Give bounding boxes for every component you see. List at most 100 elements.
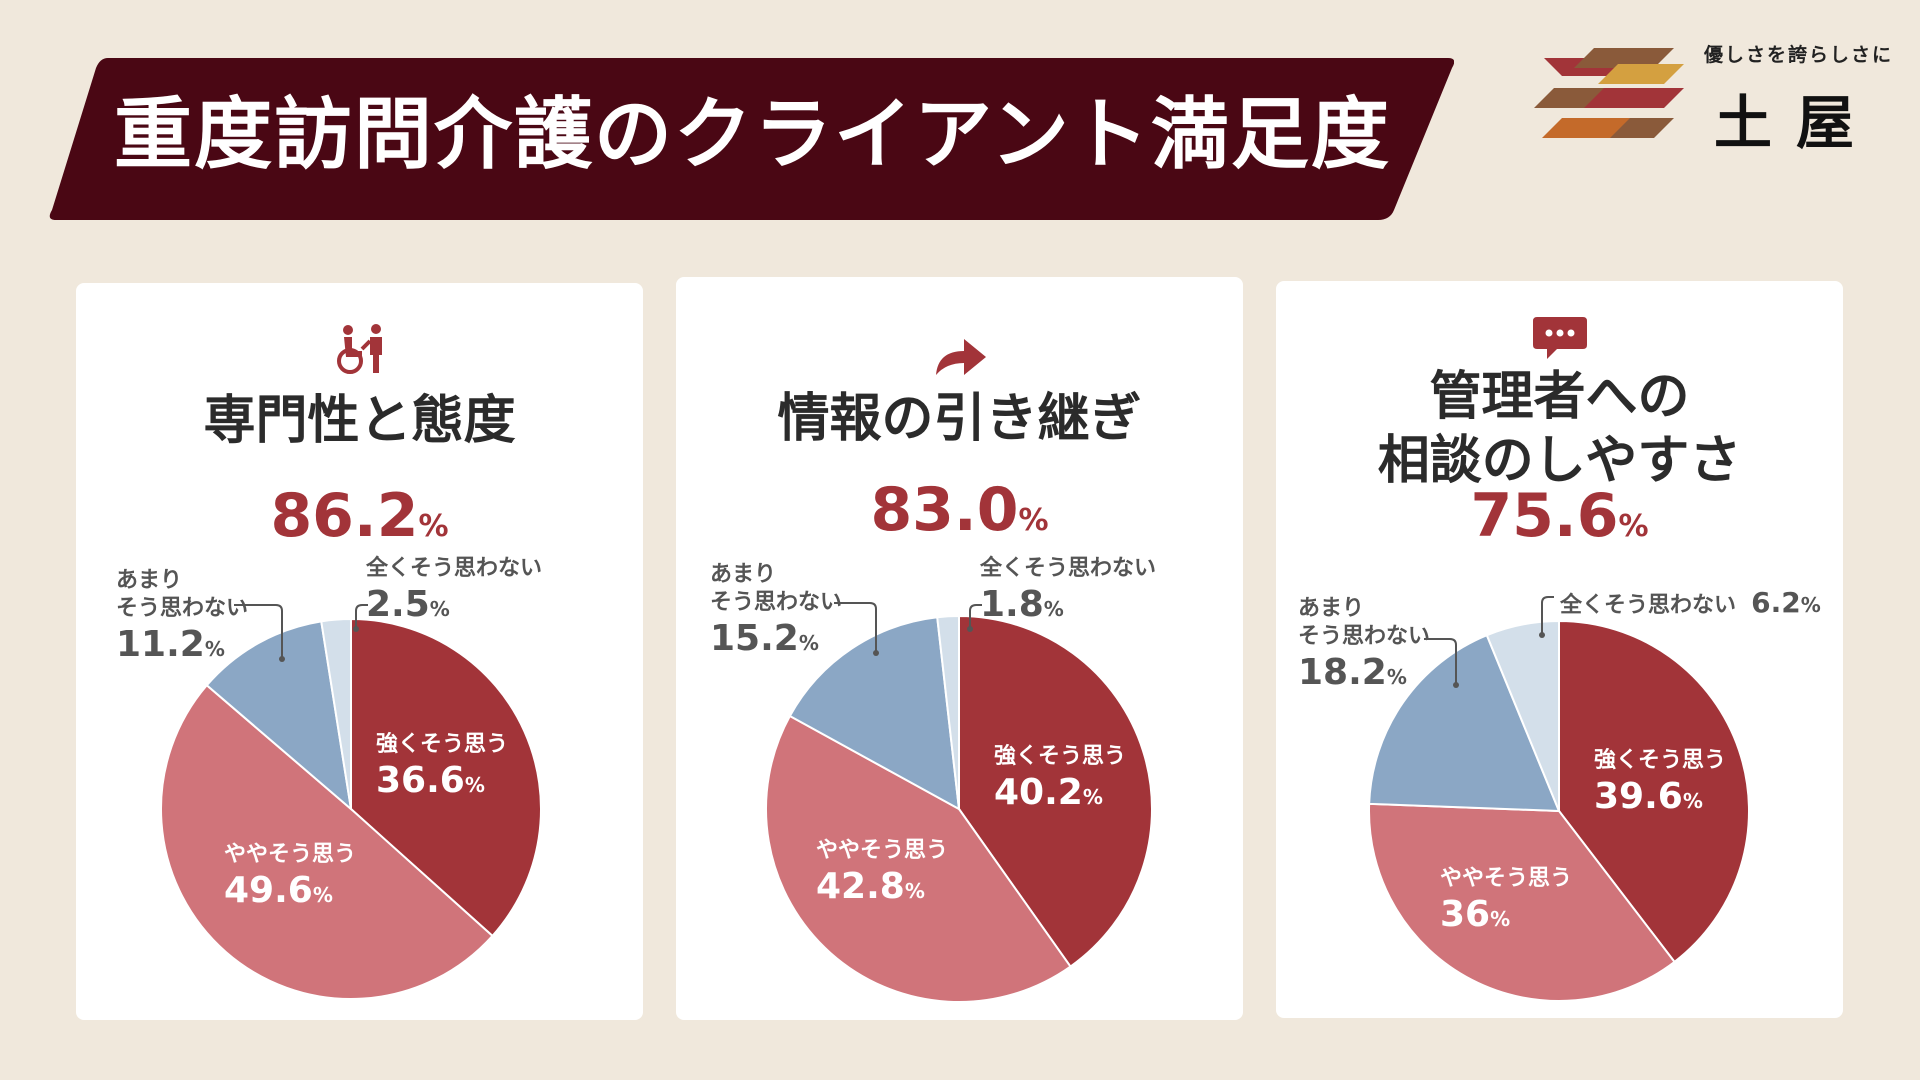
logo-name: 土屋 <box>1714 89 1879 157</box>
label-name: ややそう思う <box>816 838 949 863</box>
card-icon <box>1276 315 1843 361</box>
banner-background <box>49 58 1454 220</box>
leader-dot-not-really <box>1453 682 1459 688</box>
slice-not-at-all <box>320 617 352 810</box>
panel-expertise: 専門性と態度 86.2% 強くそう思う 36.6% ややそう思う 49.6% あ… <box>76 283 643 1020</box>
pie-chart <box>765 614 1153 1003</box>
label-value: 49.6% <box>224 869 356 917</box>
label-value: 15.2% <box>710 617 842 665</box>
label-unit: % <box>1682 789 1703 813</box>
leader-dot-not-at-all <box>1539 632 1545 638</box>
label-value: 18.2% <box>1298 651 1430 699</box>
slice-somewhat-agree <box>765 714 1072 1003</box>
label-name-line: そう思わない <box>116 596 249 621</box>
logo-tagline: 優しさを誇らしさに <box>1704 44 1894 66</box>
label-unit: % <box>464 773 485 797</box>
label-number: 49.6 <box>224 870 313 911</box>
label-name: 全くそう思わない <box>366 556 543 581</box>
panel-handover: 情報の引き継ぎ 83.0% 強くそう思う 40.2% ややそう思う 42.8% … <box>676 277 1243 1020</box>
slice-somewhat-agree <box>1368 802 1676 1002</box>
leader-lines <box>234 604 368 662</box>
label-number: 39.6 <box>1594 776 1683 817</box>
label-unit: % <box>1386 665 1407 689</box>
leader-dot-not-at-all <box>967 626 973 632</box>
leader-line-not-really <box>234 604 283 659</box>
card-title: 専門性と態度 <box>76 389 643 453</box>
label-name-line: あまり <box>710 562 777 587</box>
total-unit: % <box>418 509 449 544</box>
total-value: 75.6 <box>1470 481 1619 551</box>
card-total: 75.6% <box>1276 481 1843 562</box>
label-unit: % <box>312 883 333 907</box>
slice-strongly-agree <box>958 614 1153 968</box>
label-number: 6.2 <box>1751 586 1801 619</box>
card-total: 86.2% <box>76 481 643 562</box>
total-unit: % <box>1018 503 1049 538</box>
label-unit: % <box>1043 597 1064 621</box>
panel-consultation: 管理者への 相談のしやすさ 75.6% 強くそう思う 39.6% ややそう思う … <box>1276 281 1843 1018</box>
label-name-line: そう思わない <box>710 590 843 615</box>
label-value: 6.2% <box>1751 581 1821 627</box>
label-somewhat-agree: ややそう思う 36% <box>1440 865 1572 941</box>
label-unit: % <box>429 597 450 621</box>
leader-line-not-really <box>1424 638 1457 685</box>
card-icon <box>76 323 643 375</box>
label-number: 18.2 <box>1298 652 1387 693</box>
pie-chart <box>160 617 542 1000</box>
slice-not-really <box>205 620 353 812</box>
total-value: 83.0 <box>870 475 1019 545</box>
label-unit: % <box>1800 593 1821 617</box>
label-value: 11.2% <box>116 623 248 671</box>
label-not-at-all: 全くそう思わない 6.2% <box>1560 581 1821 627</box>
label-name: ややそう思う <box>1440 866 1573 891</box>
label-value: 36% <box>1440 893 1572 941</box>
page-title: 重度訪問介護のクライアント満足度 <box>114 90 1391 180</box>
label-number: 36.6 <box>376 760 465 801</box>
leader-dot-not-really <box>873 650 879 656</box>
label-name: ややそう思う <box>224 842 357 867</box>
slice-strongly-agree <box>350 617 542 938</box>
label-name-line: あまり <box>1298 596 1365 621</box>
leader-line-not-at-all <box>355 604 368 629</box>
label-value: 42.8% <box>816 865 948 913</box>
label-strongly-agree: 強くそう思う 40.2% <box>994 743 1126 819</box>
card-title-line: 管理者への <box>1429 367 1690 427</box>
leader-lines <box>834 602 982 656</box>
label-not-really: あまり そう思わない 11.2% <box>116 567 248 671</box>
forward-arrow-icon <box>935 339 986 375</box>
wheelchair-caregiver-icon <box>336 324 382 374</box>
leader-line-not-at-all <box>969 604 982 629</box>
card-title-line: 専門性と態度 <box>203 391 516 451</box>
label-number: 1.8 <box>980 584 1044 625</box>
leader-dot-not-really <box>279 656 285 662</box>
label-unit: % <box>1082 785 1103 809</box>
total-value: 86.2 <box>270 481 419 551</box>
leader-lines <box>1424 596 1554 688</box>
label-not-really: あまり そう思わない 15.2% <box>710 561 842 665</box>
label-number: 42.8 <box>816 866 905 907</box>
speech-bubble-icon <box>1532 317 1587 359</box>
label-number: 40.2 <box>994 772 1083 813</box>
card-icon <box>676 337 1243 377</box>
leader-line-not-really <box>834 602 877 653</box>
label-unit: % <box>204 637 225 661</box>
label-name: 強くそう思う <box>994 744 1127 769</box>
slice-strongly-agree <box>1558 619 1750 964</box>
label-somewhat-agree: ややそう思う 42.8% <box>816 837 948 913</box>
brand-logo: 優しさを誇らしさに 土屋 <box>1534 36 1891 157</box>
label-value: 39.6% <box>1594 775 1726 823</box>
card-title-line: 情報の引き継ぎ <box>777 389 1142 449</box>
card-title: 管理者への 相談のしやすさ <box>1276 365 1843 493</box>
leader-dot-not-at-all <box>353 626 359 632</box>
slice-not-really <box>788 616 961 811</box>
label-name: 全くそう思わない <box>980 556 1157 581</box>
label-unit: % <box>904 879 925 903</box>
label-value: 2.5% <box>366 583 542 631</box>
label-value: 36.6% <box>376 759 508 807</box>
slice-somewhat-agree <box>160 683 494 1000</box>
label-number: 36 <box>1440 894 1491 935</box>
card-title-line: 相談のしやすさ <box>1377 431 1742 491</box>
label-strongly-agree: 強くそう思う 39.6% <box>1594 747 1726 823</box>
label-strongly-agree: 強くそう思う 36.6% <box>376 731 508 807</box>
label-number: 2.5 <box>366 584 430 625</box>
